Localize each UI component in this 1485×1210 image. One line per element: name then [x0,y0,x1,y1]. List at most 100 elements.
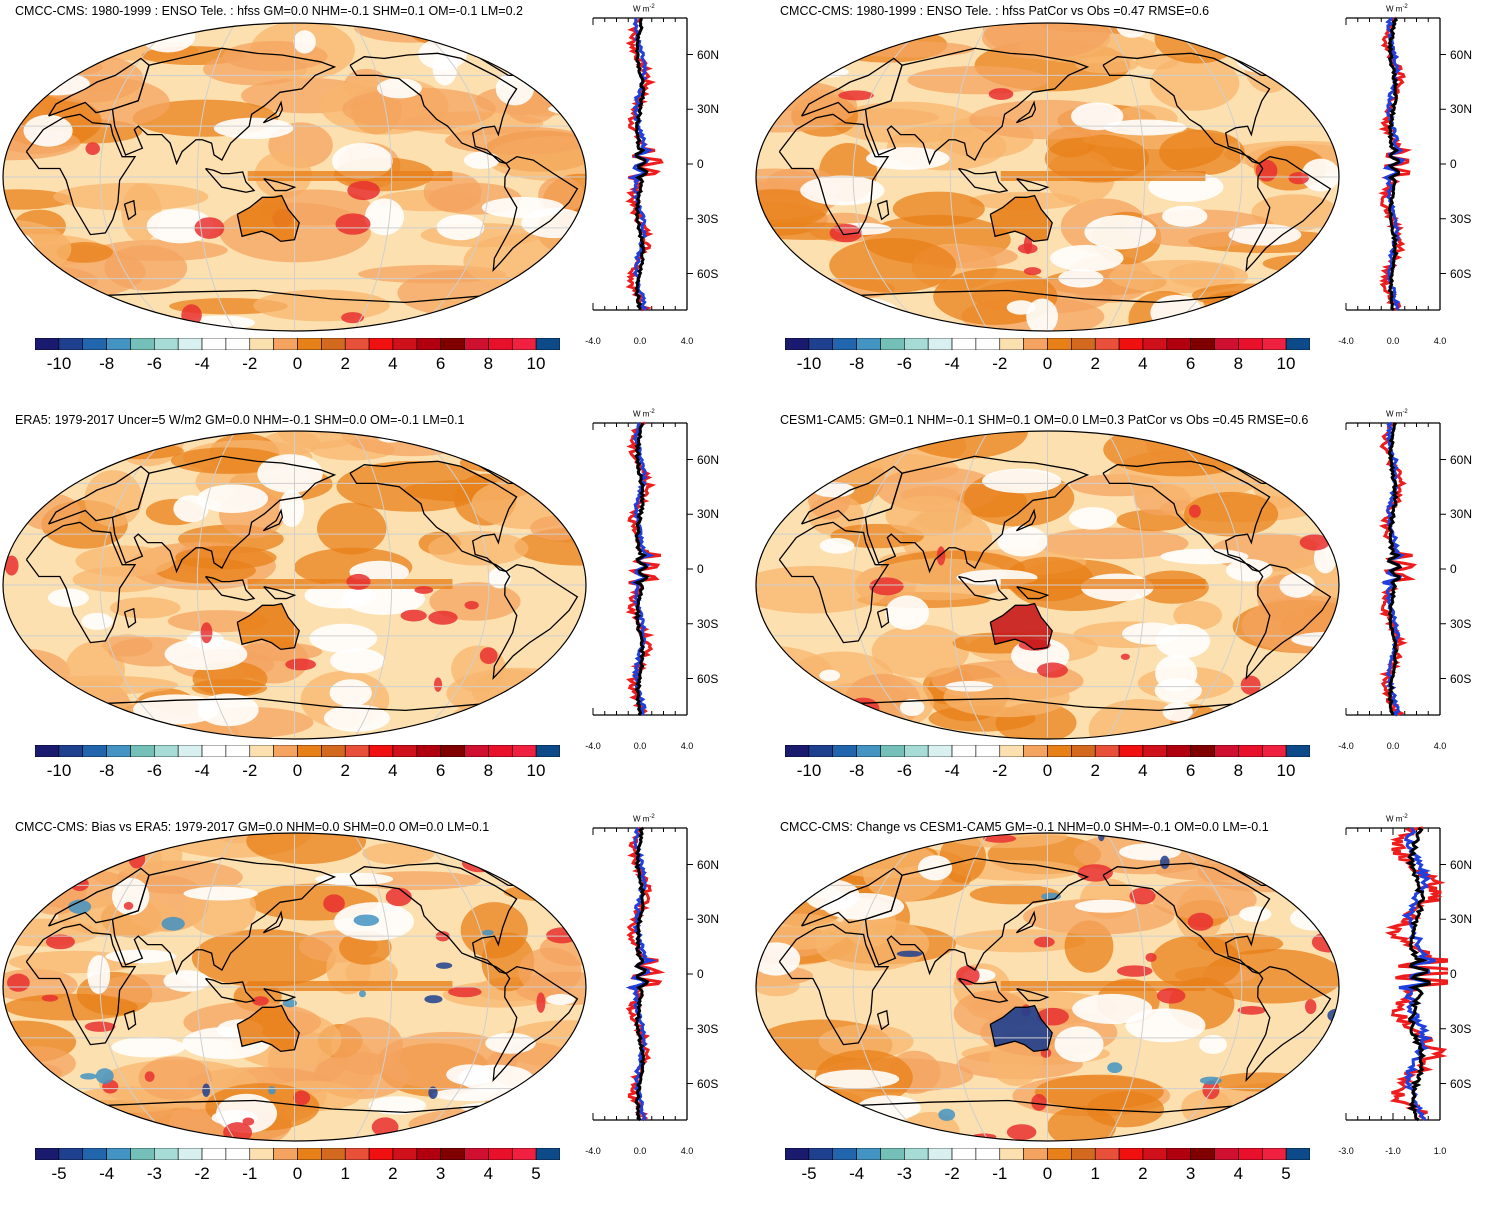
coastline-japan [1015,910,1037,934]
colorbar-swatch [297,745,322,757]
colorbar-swatch [1190,745,1215,757]
coastline-antarctic [1085,702,1240,712]
colorbar-swatch [106,745,131,757]
coastline-antarctic [1085,1104,1240,1114]
panel-title: CESM1-CAM5: GM=0.1 NHM=-0.1 SHM=0.1 OM=0… [780,413,1309,427]
colorbar-swatch [1238,745,1263,757]
coastline-africa [778,521,890,644]
profile-unit: W m-2 [1386,409,1408,419]
colorbar-swatch [225,1148,251,1160]
colorbar-tick-label: 0 [292,1164,303,1183]
world-map [755,832,1340,1142]
colorbar-swatch [344,1148,370,1160]
coastline-europe [48,57,150,117]
coastline-madagascar [876,607,890,629]
colorbar-tick-label: 2 [1138,1164,1148,1183]
colorbar-tick-label: -10 [46,761,72,780]
colorbar-swatch [82,338,107,350]
colorbar-tick-label: 3 [1185,1164,1196,1183]
colorbar-swatch [1190,1148,1215,1160]
colorbar-swatch [464,1148,489,1160]
coastline-newguinea [263,586,297,600]
colorbar-swatch [535,338,560,350]
world-map [2,430,587,740]
colorbar-swatch [1071,745,1096,757]
colorbar-swatch [904,338,929,350]
colorbar-swatch [249,745,274,757]
colorbar-swatch [58,745,84,757]
coastline-africa [778,923,890,1046]
zonal-mean-profile [1345,16,1446,312]
colorbar-swatch [1023,1148,1048,1160]
colorbar-swatch [106,1148,131,1160]
coastline-europe [801,465,903,525]
colorbar-tick-label: 10 [526,761,546,780]
profile-x-tick: -4.0 [585,1146,601,1156]
colorbar-swatch [225,338,251,350]
coastline-antarctic [102,1099,333,1110]
coastline-indonesia [205,977,256,1003]
coastline-indonesia [205,167,256,193]
colorbar-labels: -10 -8 -6 -4 -2 0 2 4 6 8 10 [785,354,1310,376]
profile-x-tick: -4.0 [585,336,601,346]
colorbar-tick-label: 0 [1042,1164,1053,1183]
panel-4: CESM1-CAM5: GM=0.1 NHM=-0.1 SHM=0.1 OM=0… [750,405,1485,805]
coastline-namerica [1102,52,1271,165]
colorbar-swatch [880,745,905,757]
colorbar-swatch [273,338,298,350]
colorbar-swatch [1190,338,1215,350]
panel-3: ERA5: 1979-2017 Uncer=5 W/m2 GM=0.0 NHM=… [0,405,740,805]
coastline-newguinea [1016,988,1050,1002]
colorbar-swatch [344,338,370,350]
colorbar-tick-label: 10 [1276,761,1296,780]
colorbar-swatch [154,1148,179,1160]
coastline-asia [864,857,1090,976]
colorbar-swatch [488,338,513,350]
profile-x-tick: 4.0 [1433,336,1447,346]
colorbar-swatch [1166,338,1191,350]
colorbar-tick-label: 2 [1090,761,1100,780]
colorbar-swatch [535,1148,560,1160]
profile-x-tick: 1.0 [1433,1146,1447,1156]
colorbar-swatch [904,1148,929,1160]
lat-label: 30S [697,1021,719,1036]
colorbar-swatch [154,338,179,350]
coastline-africa [25,113,137,236]
colorbar-tick-label: -10 [46,354,72,373]
lat-label: 60S [697,671,719,686]
colorbar-tick-label: -6 [146,354,162,373]
profile-x-tick: 0.0 [1386,741,1400,751]
colorbar-tick-label: 1 [1090,1164,1100,1183]
colorbar-tick-label: -2 [194,1164,210,1183]
colorbar-swatch [106,338,131,350]
colorbar-swatch [904,745,929,757]
lat-label: 60N [697,857,720,872]
colorbar-tick-label: -2 [992,761,1008,780]
colorbar-swatch [201,1148,227,1160]
coastline-greenland [829,448,852,467]
colorbar-swatch [416,338,441,350]
colorbar [35,745,560,757]
profile-x-tick: 0.0 [1386,336,1400,346]
profile-x-tick: -4.0 [585,741,601,751]
colorbar-swatch [1214,745,1239,757]
colorbar-swatch [1261,1148,1287,1160]
colorbar-swatch [975,1148,1001,1160]
coastline-madagascar [123,199,137,221]
coastline-antarctic [102,697,333,708]
panel-title: CMCC-CMS: Bias vs ERA5: 1979-2017 GM=0.0… [15,820,490,834]
colorbar-swatch [535,745,560,757]
coastline-greenland [829,40,852,59]
colorbar-swatch [130,338,155,350]
colorbar-swatch [225,745,251,757]
colorbar-swatch [1261,338,1287,350]
panel-title: CMCC-CMS: Change vs CESM1-CAM5 GM=-0.1 N… [780,820,1269,834]
coastline-antarctic [855,1099,1086,1110]
map-border [755,22,1340,332]
colorbar-swatch [1047,338,1072,350]
colorbar-tick-label: 0 [292,761,303,780]
coastline-indonesia [958,575,1009,601]
colorbar-tick-label: -4 [944,761,960,780]
colorbar-swatch [249,1148,274,1160]
coastline-africa [778,113,890,236]
